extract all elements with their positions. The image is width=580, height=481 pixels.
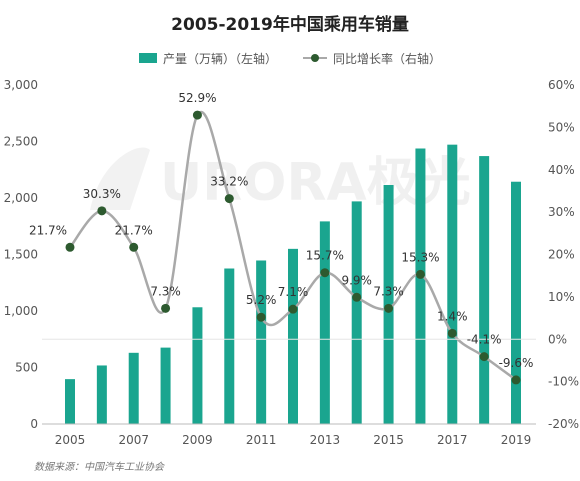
y-right-tick: 0% <box>548 332 567 346</box>
bar-2019[interactable] <box>511 181 521 424</box>
y-right-tick: 60% <box>548 78 575 92</box>
bar-2007[interactable] <box>128 352 139 424</box>
growth-label-2013: 15.7% <box>306 249 344 263</box>
x-tick-2009: 2009 <box>182 433 213 447</box>
growth-point-2015[interactable] <box>384 303 394 313</box>
growth-label-2015: 7.3% <box>373 284 404 298</box>
growth-label-2016: 15.3% <box>401 250 439 264</box>
bar-2009[interactable] <box>192 307 203 424</box>
x-tick-2017: 2017 <box>437 433 468 447</box>
growth-label-2010: 33.2% <box>210 175 248 189</box>
growth-point-2018[interactable] <box>479 352 489 362</box>
y-left-tick: 1,000 <box>4 304 38 318</box>
growth-point-2017[interactable] <box>447 328 457 338</box>
growth-label-2018: -4.1% <box>467 333 502 347</box>
bar-2011[interactable] <box>256 260 267 424</box>
y-right-tick: -10% <box>548 375 579 389</box>
watermark: URORA极光 <box>90 147 471 213</box>
x-tick-2019: 2019 <box>501 433 532 447</box>
y-left-tick: 500 <box>15 361 38 375</box>
y-right-tick: 20% <box>548 248 575 262</box>
growth-point-2016[interactable] <box>415 269 425 279</box>
growth-label-2014: 9.9% <box>341 273 372 287</box>
bar-2016[interactable] <box>415 148 426 425</box>
growth-line <box>65 110 521 385</box>
bar-2014[interactable] <box>351 201 362 424</box>
x-tick-2005: 2005 <box>55 433 86 447</box>
x-tick-2011: 2011 <box>246 433 277 447</box>
growth-label-2008: 7.3% <box>150 284 181 298</box>
growth-point-2009[interactable] <box>192 110 202 120</box>
growth-point-2006[interactable] <box>97 206 107 216</box>
growth-point-2013[interactable] <box>320 268 330 278</box>
growth-point-2008[interactable] <box>161 303 171 313</box>
bar-2006[interactable] <box>96 365 107 424</box>
growth-point-2007[interactable] <box>129 242 139 252</box>
growth-label-2019: -9.6% <box>499 356 534 370</box>
bar-2010[interactable] <box>224 268 235 424</box>
legend-swatch-line <box>303 54 327 62</box>
y-left-tick: 3,000 <box>4 78 38 92</box>
y-left-tick: 2,500 <box>4 135 38 149</box>
y-left-tick: 2,000 <box>4 191 38 205</box>
bar-2017[interactable] <box>447 144 458 424</box>
x-tick-2007: 2007 <box>118 433 149 447</box>
source-note: 数据来源：中国汽车工业协会 <box>34 462 164 473</box>
growth-label-2005: 21.7% <box>29 223 67 237</box>
growth-label-2017: 1.4% <box>437 309 468 323</box>
y-right-tick: 40% <box>548 163 575 177</box>
bar-2018[interactable] <box>479 156 490 424</box>
bar-2005[interactable] <box>65 379 75 424</box>
bars <box>65 144 521 425</box>
chart-title: 2005-2019年中国乘用车销量 <box>171 15 409 35</box>
legend: 产量（万辆）（左轴） 同比增长率（右轴） <box>0 48 580 68</box>
growth-point-2010[interactable] <box>224 194 234 204</box>
growth-point-2012[interactable] <box>288 304 298 314</box>
y-right-tick: 50% <box>548 120 575 134</box>
growth-point-2005[interactable] <box>65 242 75 252</box>
y-right-tick: 30% <box>548 205 575 219</box>
y-left-tick: 1,500 <box>4 248 38 262</box>
legend-item-production[interactable]: 产量（万辆）（左轴） <box>138 50 277 67</box>
growth-label-2006: 30.3% <box>83 187 121 201</box>
y-right-tick: 10% <box>548 290 575 304</box>
legend-swatch-bar <box>138 53 157 63</box>
growth-label-2012: 7.1% <box>278 285 309 299</box>
watermark-logo <box>90 147 150 210</box>
legend-label-growth: 同比增长率（右轴） <box>333 51 442 66</box>
bar-2008[interactable] <box>160 347 171 424</box>
y-right-tick: -20% <box>548 417 579 431</box>
growth-label-2007: 21.7% <box>115 223 153 237</box>
y-left-tick: 0 <box>30 417 38 431</box>
data-labels: 21.7% 30.3% 21.7% 7.3% 52.9% 33.2% 5.2%7.1% 15.… <box>29 91 533 370</box>
growth-label-2011: 5.2% <box>246 293 277 307</box>
bar-2012[interactable] <box>288 248 298 424</box>
legend-item-growth[interactable]: 同比增长率（右轴） <box>303 50 441 67</box>
growth-label-2009: 52.9% <box>178 91 216 105</box>
growth-point-2019[interactable] <box>511 375 521 385</box>
growth-point-2014[interactable] <box>352 292 362 302</box>
axes: 0 500 1,000 1,500 2,000 2,500 3,000 -20% -10% 0% 1… <box>4 78 579 447</box>
x-tick-2015: 2015 <box>373 433 404 447</box>
legend-label-production: 产量（万辆）（左轴） <box>162 51 277 66</box>
bar-2013[interactable] <box>319 221 330 424</box>
x-tick-2013: 2013 <box>310 433 341 447</box>
growth-point-2011[interactable] <box>256 312 266 322</box>
